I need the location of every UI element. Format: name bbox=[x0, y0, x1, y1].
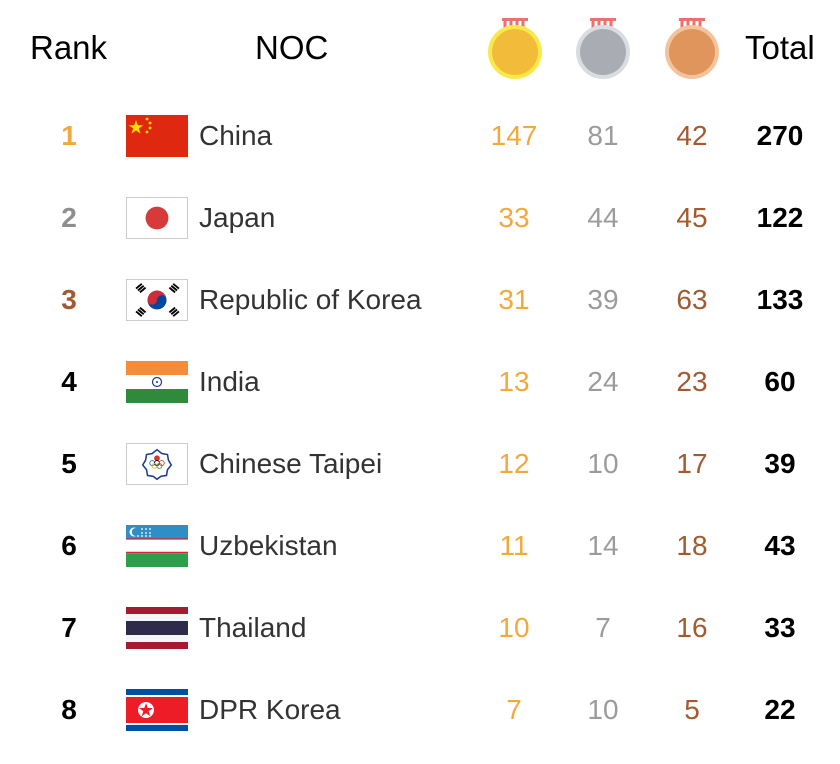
bronze-medal-icon[interactable] bbox=[660, 14, 724, 84]
silver-count: 24 bbox=[587, 366, 619, 397]
rank-cell: 2 bbox=[61, 202, 77, 233]
gold-count: 147 bbox=[490, 120, 538, 151]
gold-medal-icon[interactable] bbox=[483, 14, 547, 84]
table-row[interactable]: 3 Republic of Korea 31 39 63 133 bbox=[0, 259, 840, 341]
table-row[interactable]: 4 India 13 24 23 60 bbox=[0, 341, 840, 423]
bronze-count: 17 bbox=[676, 448, 708, 479]
rank-cell: 1 bbox=[61, 120, 77, 151]
bronze-count: 63 bbox=[676, 284, 708, 315]
total-count: 133 bbox=[756, 284, 804, 315]
gold-count: 13 bbox=[498, 366, 530, 397]
gold-count: 7 bbox=[506, 694, 522, 725]
total-header[interactable]: Total bbox=[745, 29, 815, 66]
rank-cell: 8 bbox=[61, 694, 77, 725]
gold-count: 10 bbox=[498, 612, 530, 643]
rank-cell: 3 bbox=[61, 284, 77, 315]
silver-count: 7 bbox=[595, 612, 611, 643]
silver-count: 10 bbox=[587, 694, 619, 725]
silver-medal-icon[interactable] bbox=[571, 14, 635, 84]
noc-name[interactable]: Japan bbox=[199, 202, 276, 233]
table-row[interactable]: 6 Uzbekistan 11 14 18 43 bbox=[0, 505, 840, 587]
table-row[interactable]: 8 DPR Korea 7 10 5 22 bbox=[0, 669, 840, 751]
noc-name[interactable]: China bbox=[199, 120, 273, 151]
silver-count: 14 bbox=[587, 530, 619, 561]
rank-cell: 7 bbox=[61, 612, 77, 643]
india-flag-icon bbox=[126, 361, 188, 403]
gold-count: 12 bbox=[498, 448, 530, 479]
total-count: 39 bbox=[764, 448, 796, 479]
chinese-taipei-flag-icon bbox=[126, 443, 188, 485]
bronze-count: 5 bbox=[684, 694, 700, 725]
table-row[interactable]: 1 China 147 81 42 270 bbox=[0, 95, 840, 177]
noc-name[interactable]: Uzbekistan bbox=[199, 530, 338, 561]
rank-cell: 4 bbox=[61, 366, 77, 397]
total-count: 43 bbox=[764, 530, 796, 561]
korea-flag-icon bbox=[126, 279, 188, 321]
rank-cell: 5 bbox=[61, 448, 77, 479]
table-row[interactable]: 5 Chinese Taipei 12 10 17 39 bbox=[0, 423, 840, 505]
total-count: 270 bbox=[756, 120, 804, 151]
dpr-korea-flag-icon bbox=[126, 689, 188, 731]
gold-count: 31 bbox=[498, 284, 530, 315]
bronze-count: 23 bbox=[676, 366, 708, 397]
china-flag-icon bbox=[126, 115, 188, 157]
table-row[interactable]: 2 Japan 33 44 45 122 bbox=[0, 177, 840, 259]
silver-count: 39 bbox=[587, 284, 619, 315]
rank-cell: 6 bbox=[61, 530, 77, 561]
noc-name[interactable]: DPR Korea bbox=[199, 694, 341, 725]
bronze-count: 42 bbox=[676, 120, 708, 151]
total-count: 60 bbox=[764, 366, 796, 397]
uzbekistan-flag-icon bbox=[126, 525, 188, 567]
gold-count: 11 bbox=[499, 530, 529, 561]
total-count: 33 bbox=[764, 612, 796, 643]
table-row[interactable]: 7 Thailand 10 7 16 33 bbox=[0, 587, 840, 669]
bronze-count: 16 bbox=[676, 612, 708, 643]
noc-name[interactable]: Republic of Korea bbox=[199, 284, 422, 315]
table-header: Rank NOC Total bbox=[0, 0, 840, 100]
silver-count: 81 bbox=[587, 120, 619, 151]
noc-header[interactable]: NOC bbox=[255, 29, 329, 66]
gold-count: 33 bbox=[498, 202, 530, 233]
bronze-count: 45 bbox=[676, 202, 708, 233]
silver-count: 44 bbox=[587, 202, 619, 233]
total-count: 22 bbox=[764, 694, 796, 725]
silver-count: 10 bbox=[587, 448, 619, 479]
rank-header[interactable]: Rank bbox=[30, 29, 108, 66]
bronze-count: 18 bbox=[676, 530, 708, 561]
total-count: 122 bbox=[756, 202, 804, 233]
noc-name[interactable]: India bbox=[199, 366, 260, 397]
thailand-flag-icon bbox=[126, 607, 188, 649]
noc-name[interactable]: Thailand bbox=[199, 612, 307, 643]
noc-name[interactable]: Chinese Taipei bbox=[199, 448, 383, 479]
japan-flag-icon bbox=[126, 197, 188, 239]
